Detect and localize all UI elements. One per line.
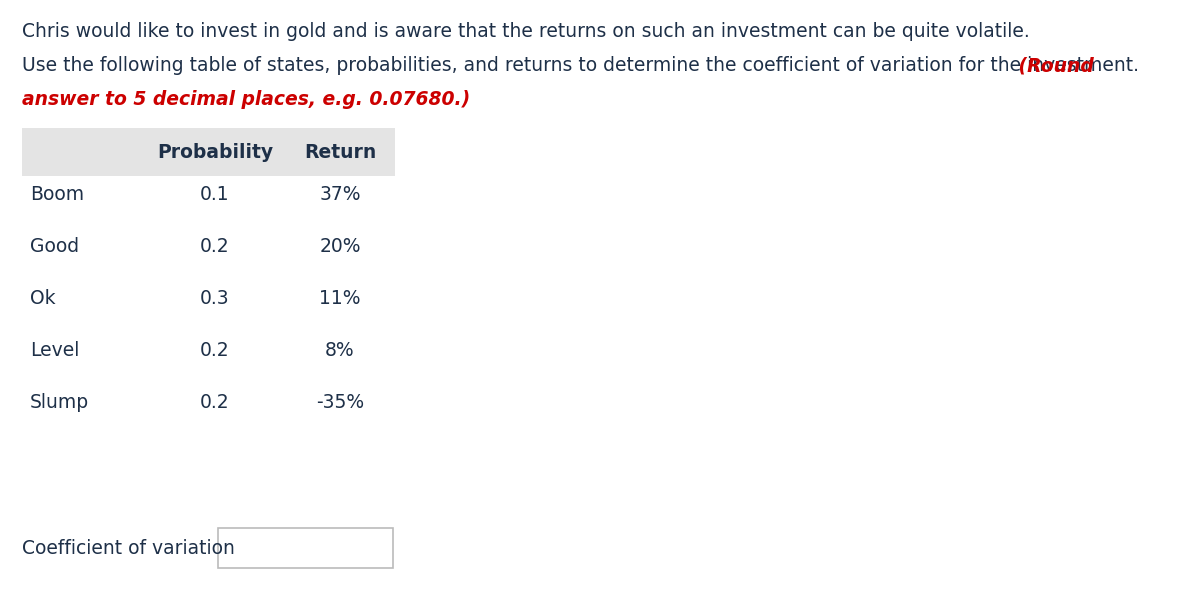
Text: Return: Return [304, 143, 376, 161]
Text: 37%: 37% [319, 186, 361, 205]
Text: Coefficient of variation: Coefficient of variation [22, 538, 235, 557]
Text: -35%: -35% [316, 393, 364, 412]
Text: 11%: 11% [319, 289, 361, 309]
Bar [22, 128, 395, 176]
Text: 0.2: 0.2 [200, 342, 230, 361]
Text: Level: Level [30, 342, 79, 361]
Text: Slump: Slump [30, 393, 89, 412]
Text: (Round: (Round [1012, 56, 1093, 75]
Text: 0.1: 0.1 [200, 186, 230, 205]
Text: Boom: Boom [30, 186, 84, 205]
Text: 8%: 8% [325, 342, 355, 361]
Text: 0.2: 0.2 [200, 393, 230, 412]
Text: 0.3: 0.3 [200, 289, 230, 309]
Text: answer to 5 decimal places, e.g. 0.07680.): answer to 5 decimal places, e.g. 0.07680… [22, 90, 470, 109]
Text: 20%: 20% [319, 238, 361, 256]
Text: Use the following table of states, probabilities, and returns to determine the c: Use the following table of states, proba… [22, 56, 1139, 75]
Bar [218, 528, 394, 568]
Text: Good: Good [30, 238, 79, 256]
Text: Ok: Ok [30, 289, 55, 309]
Text: Chris would like to invest in gold and is aware that the returns on such an inve: Chris would like to invest in gold and i… [22, 22, 1030, 41]
Text: 0.2: 0.2 [200, 238, 230, 256]
Text: Probability: Probability [157, 143, 274, 161]
